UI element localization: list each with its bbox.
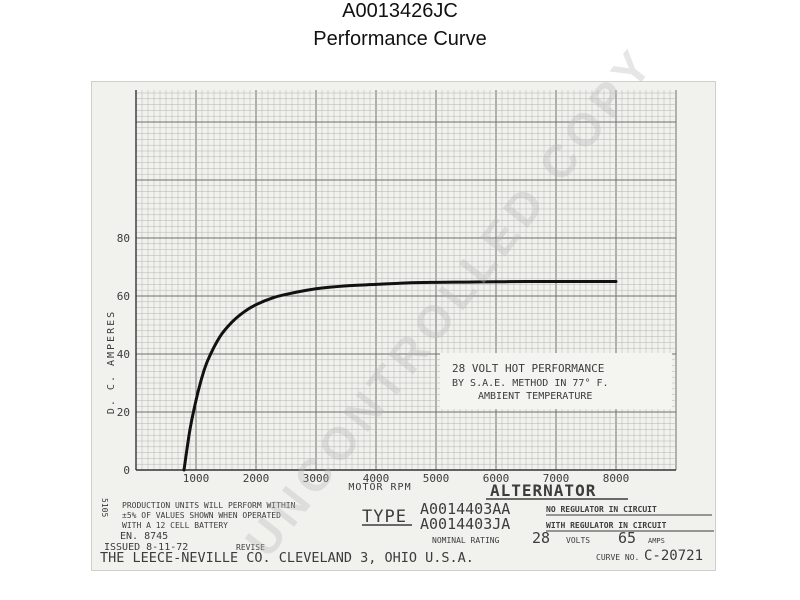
production-note-1: PRODUCTION UNITS WILL PERFORM WITHIN: [122, 501, 296, 510]
y-tick-label: 0: [123, 464, 130, 477]
annotation-line-3: AMBIENT TEMPERATURE: [478, 391, 592, 402]
x-tick-label: 3000: [303, 472, 330, 485]
x-tick-label: 5000: [423, 472, 450, 485]
nominal-rating-label: NOMINAL RATING: [432, 536, 500, 545]
chart-ticks: 1000 2000 3000 4000 5000 6000 7000 8000 0 20 40 60 8…: [117, 232, 630, 485]
x-tick-label: 2000: [243, 472, 270, 485]
page-title: A0013426JC: [342, 0, 458, 22]
production-note-3: WITH A 12 CELL BATTERY: [122, 521, 228, 530]
volts-unit: VOLTS: [566, 536, 590, 545]
annotation-line-1: 28 VOLT HOT PERFORMANCE: [452, 362, 604, 375]
y-tick-label: 40: [117, 348, 130, 361]
annotation-box: 28 VOLT HOT PERFORMANCE BY S.A.E. METHOD…: [440, 353, 672, 409]
revised-label: REVISE: [236, 543, 265, 552]
chart-axes: [135, 90, 676, 471]
alternator-label: ALTERNATOR: [490, 481, 596, 500]
chart-curve: [182, 279, 618, 472]
side-code: 5105: [100, 498, 109, 517]
type-label: TYPE: [362, 507, 407, 527]
chart-footer: ALTERNATOR PRODUCTION UNITS WILL PERFORM…: [100, 481, 714, 566]
type-b-note: WITH REGULATOR IN CIRCUIT: [546, 521, 667, 530]
x-axis-label: MOTOR RPM: [348, 482, 411, 493]
curve-number: C-20721: [644, 548, 703, 564]
x-tick-label: 7000: [543, 472, 570, 485]
company-name: THE LEECE-NEVILLE CO. CLEVELAND 3, OHIO …: [100, 550, 474, 566]
y-tick-label: 20: [117, 406, 130, 419]
en-number: EN. 8745: [120, 531, 168, 542]
series-line: [182, 279, 618, 472]
x-tick-label: 4000: [363, 472, 390, 485]
volts-value: 28: [532, 529, 550, 547]
x-tick-label: 6000: [483, 472, 510, 485]
amps-unit: AMPS: [648, 537, 665, 545]
curve-number-label: CURVE NO.: [596, 553, 639, 562]
y-tick-label: 80: [117, 232, 130, 245]
chart-grid: [135, 90, 677, 471]
production-note-2: ±5% OF VALUES SHOWN WHEN OPERATED: [122, 511, 281, 520]
x-tick-label: 8000: [603, 472, 630, 485]
y-tick-label: 60: [117, 290, 130, 303]
x-tick-label: 1000: [183, 472, 210, 485]
annotation-line-2: BY S.A.E. METHOD IN 77° F.: [452, 378, 609, 389]
amps-value: 65: [618, 529, 636, 547]
y-axis-label: D. C. AMPERES: [106, 310, 117, 414]
type-a-note: NO REGULATOR IN CIRCUIT: [546, 505, 657, 514]
issued-date: ISSUED 8-11-72: [104, 542, 188, 553]
page-subtitle: Performance Curve: [313, 28, 487, 50]
type-b-number: A0014403JA: [420, 515, 510, 533]
type-a-number: A0014403AA: [420, 500, 510, 518]
